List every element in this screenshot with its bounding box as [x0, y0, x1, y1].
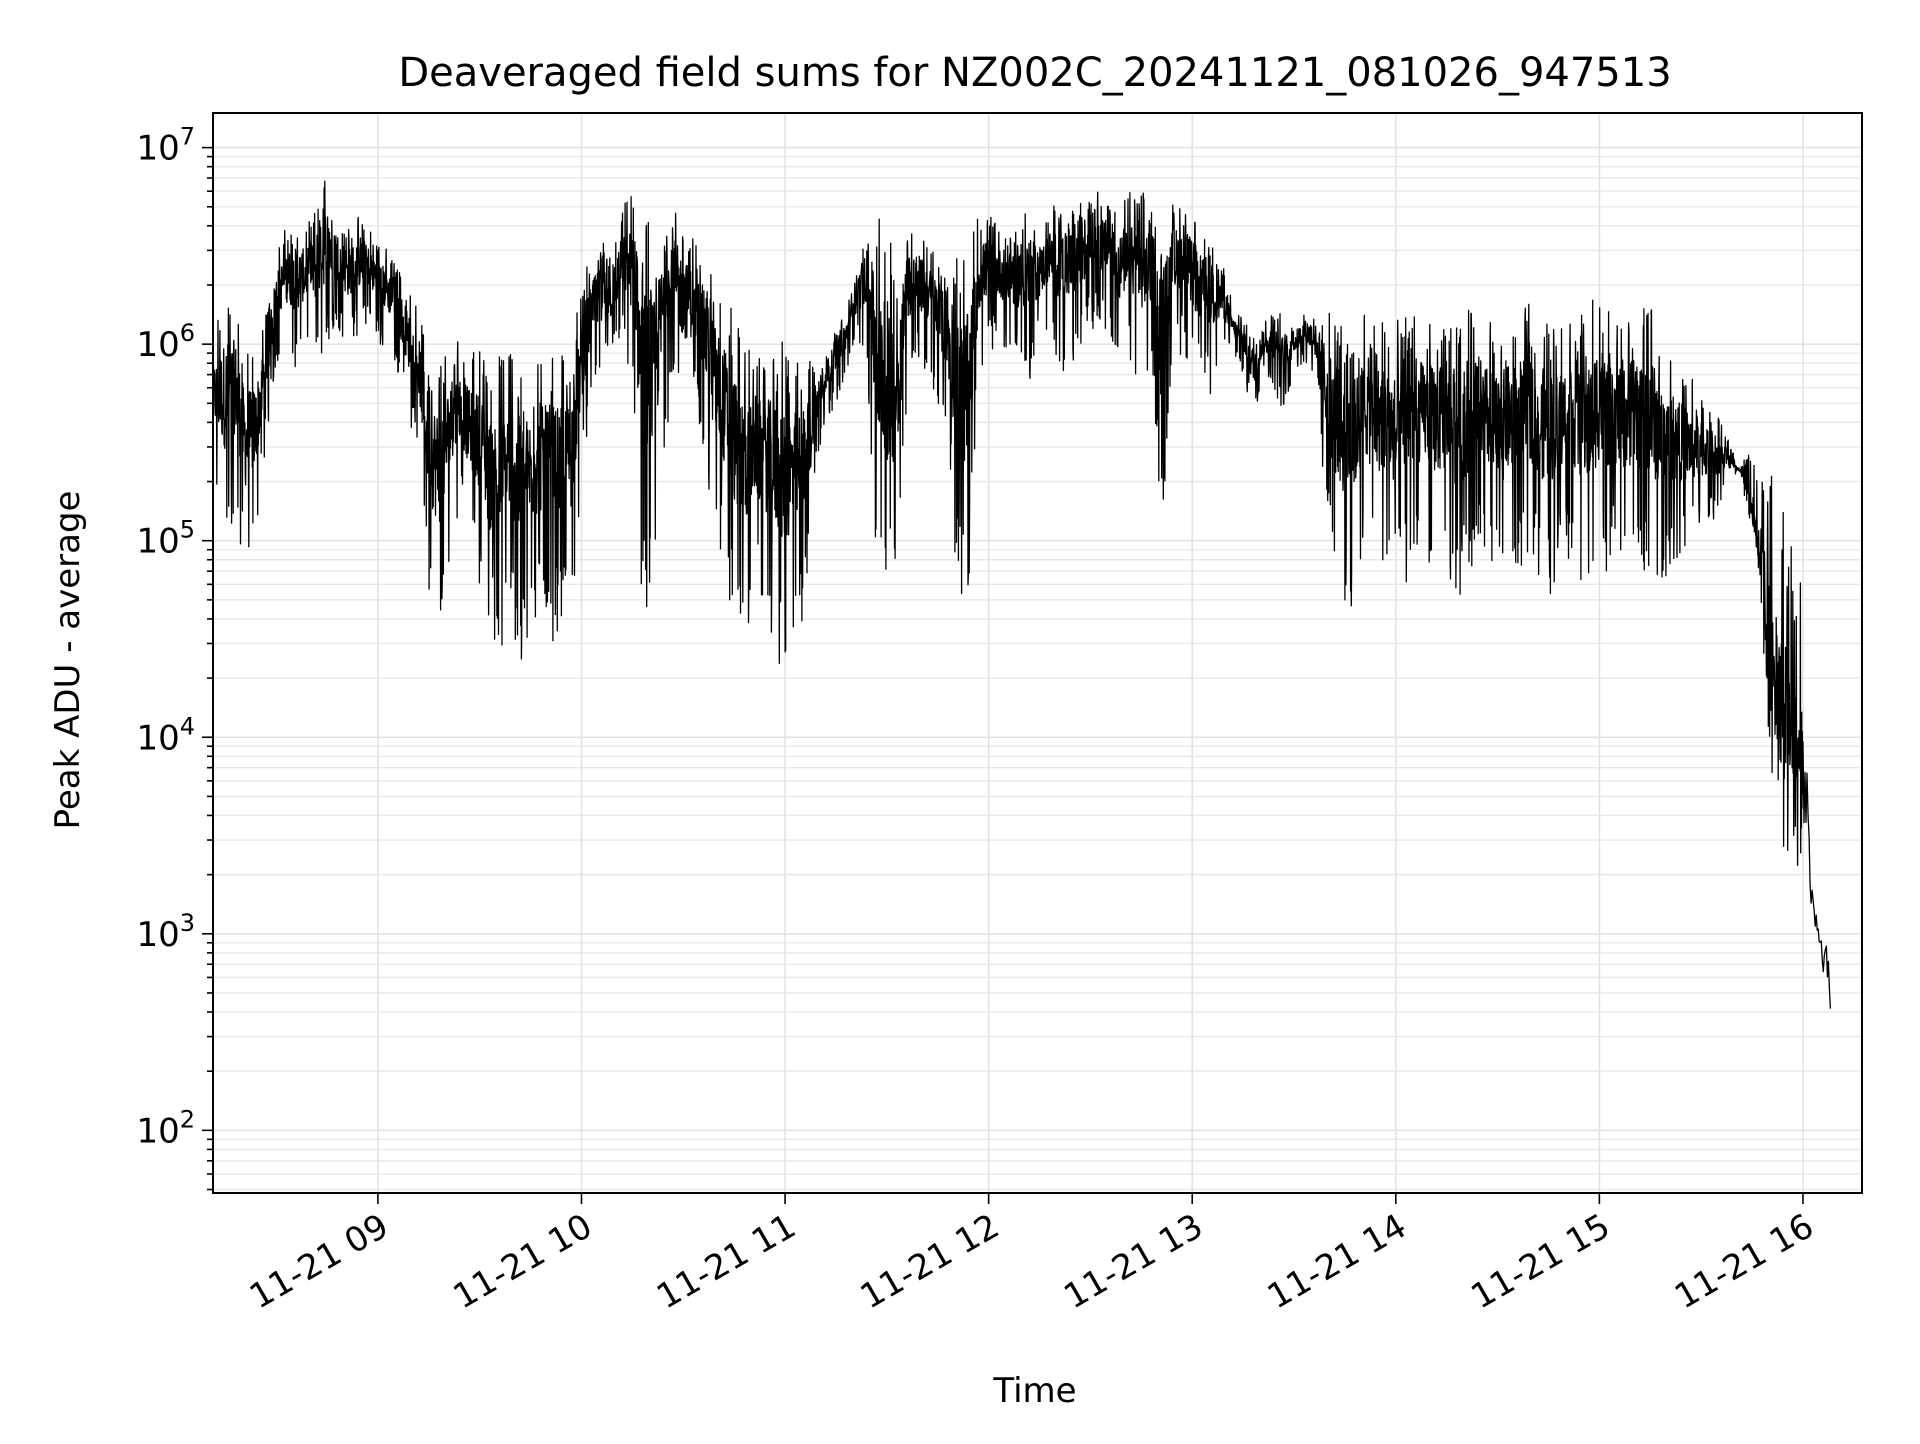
y-tick-label-base: 10	[136, 522, 179, 562]
x-tick-label: 11-21 13	[1057, 1206, 1209, 1317]
x-tick-label: 11-21 09	[243, 1206, 395, 1317]
y-tick-label: 105	[136, 516, 195, 562]
y-tick-label-exponent: 2	[180, 1105, 195, 1133]
y-tick-label-exponent: 7	[180, 123, 195, 151]
y-tick-label: 103	[136, 909, 195, 955]
x-tick-label: 11-21 10	[447, 1206, 599, 1317]
x-tick-label: 11-21 12	[854, 1206, 1006, 1317]
y-tick-label-base: 10	[136, 325, 179, 365]
x-axis: 11-21 09 11-21 10 11-21 11 11-21 12 11-21 13…	[243, 1193, 1820, 1317]
x-axis-label: Time	[992, 1371, 1076, 1411]
y-tick-label-base: 10	[136, 718, 179, 758]
x-tick-label: 11-21 11	[650, 1206, 802, 1317]
y-tick-label: 104	[136, 712, 195, 758]
y-tick-label-base: 10	[136, 129, 179, 169]
y-tick-label-base: 10	[136, 1111, 179, 1151]
grid-layer	[213, 113, 1862, 1193]
chart-title: Deaveraged field sums for NZ002C_2024112…	[398, 50, 1671, 96]
y-tick-label-exponent: 6	[180, 319, 195, 347]
series-line	[212, 180, 1832, 1009]
x-tick-label: 11-21 15	[1464, 1206, 1616, 1317]
series-layer	[212, 180, 1832, 1009]
y-tick-label-base: 10	[136, 915, 179, 955]
y-axis-label: Peak ADU - average	[48, 491, 88, 830]
y-tick-label: 106	[136, 319, 195, 365]
x-tick-label: 11-21 16	[1668, 1206, 1820, 1317]
y-tick-label: 102	[136, 1105, 195, 1151]
x-tick-label: 11-21 14	[1261, 1206, 1413, 1317]
y-tick-label-exponent: 3	[180, 909, 195, 937]
y-tick-label-exponent: 5	[180, 516, 195, 544]
plot-frame	[212, 112, 1863, 1194]
y-tick-label: 107	[136, 123, 195, 169]
y-tick-label-exponent: 4	[180, 712, 195, 740]
